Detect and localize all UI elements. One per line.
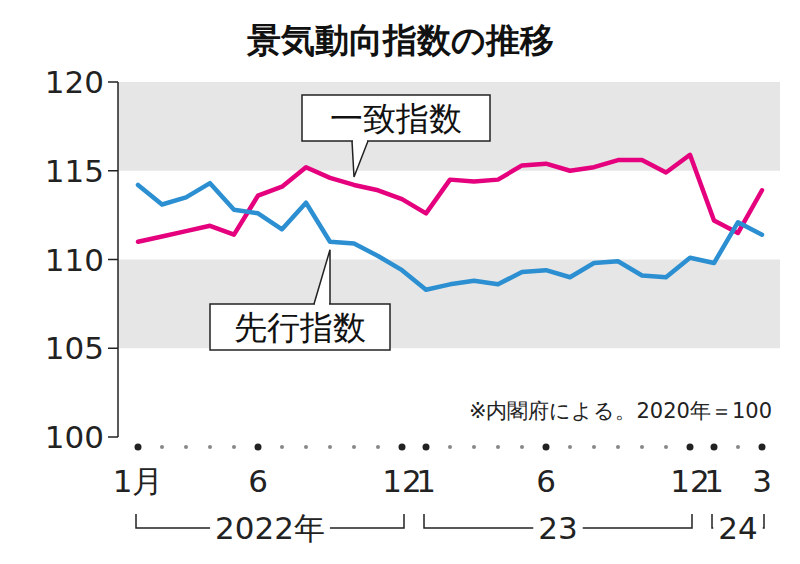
x-tick [255, 444, 262, 451]
year-bracket [136, 514, 404, 528]
x-tick-label: 6 [536, 463, 556, 499]
series-label: 一致指数 [330, 99, 462, 138]
series-line [138, 183, 762, 290]
callout-box [302, 95, 490, 141]
x-tick-label: 1 [704, 463, 724, 499]
y-tick-label: 105 [45, 330, 104, 366]
x-tick [711, 444, 718, 451]
series-line [138, 155, 762, 242]
y-tick-label: 110 [45, 242, 104, 278]
callout-pointer [352, 141, 368, 177]
x-tick [616, 445, 620, 449]
year-bracket [712, 514, 764, 528]
x-tick [352, 445, 356, 449]
series-label: 先行指数 [234, 308, 366, 347]
x-tick [543, 444, 550, 451]
callout-box [210, 304, 390, 350]
x-tick [448, 445, 452, 449]
x-tick [592, 445, 596, 449]
callout-gap [315, 303, 329, 306]
note: ※内閣府による。2020年＝100 [469, 399, 772, 423]
y-tick [108, 170, 118, 172]
grid-band [118, 82, 780, 171]
x-tick [280, 445, 284, 449]
x-tick-label: 1 [416, 463, 436, 499]
y-tick [108, 81, 118, 83]
title: 景気動向指数の推移 [246, 20, 554, 60]
x-tick [520, 445, 524, 449]
x-tick [759, 444, 766, 451]
plot-area [138, 155, 762, 290]
x-tick [135, 444, 142, 451]
year-label: 23 [538, 510, 577, 546]
chart: 景気動向指数の推移 100 105 110 115 120 ※内閣府による。2020年＝10… [0, 0, 800, 564]
y-tick-label: 115 [45, 153, 104, 189]
x-tick [664, 445, 668, 449]
y-tick-label: 120 [45, 64, 104, 100]
x-tick-label: 3 [752, 463, 772, 499]
x-tick [160, 445, 164, 449]
x-tick [640, 445, 644, 449]
x-tick [232, 445, 236, 449]
year-bracket [424, 514, 692, 528]
year-label: 2022年 [215, 510, 325, 546]
y-tick [108, 259, 118, 261]
x-tick [399, 444, 406, 451]
x-tick [304, 445, 308, 449]
x-tick [423, 444, 430, 451]
x-tick [687, 444, 694, 451]
x-tick-label: 6 [248, 463, 268, 499]
x-tick [376, 445, 380, 449]
y-tick-label: 100 [45, 419, 104, 455]
callout-gap [353, 140, 367, 143]
x-tick [472, 445, 476, 449]
year-label: 24 [718, 510, 757, 546]
x-tick [184, 445, 188, 449]
x-tick-label: 1月 [113, 463, 164, 499]
x-tick [328, 445, 332, 449]
x-tick [568, 445, 572, 449]
x-tick [208, 445, 212, 449]
callout-pointer [314, 250, 330, 304]
y-tick [108, 348, 118, 350]
x-tick [496, 445, 500, 449]
y-tick [108, 436, 118, 438]
x-tick [736, 445, 740, 449]
